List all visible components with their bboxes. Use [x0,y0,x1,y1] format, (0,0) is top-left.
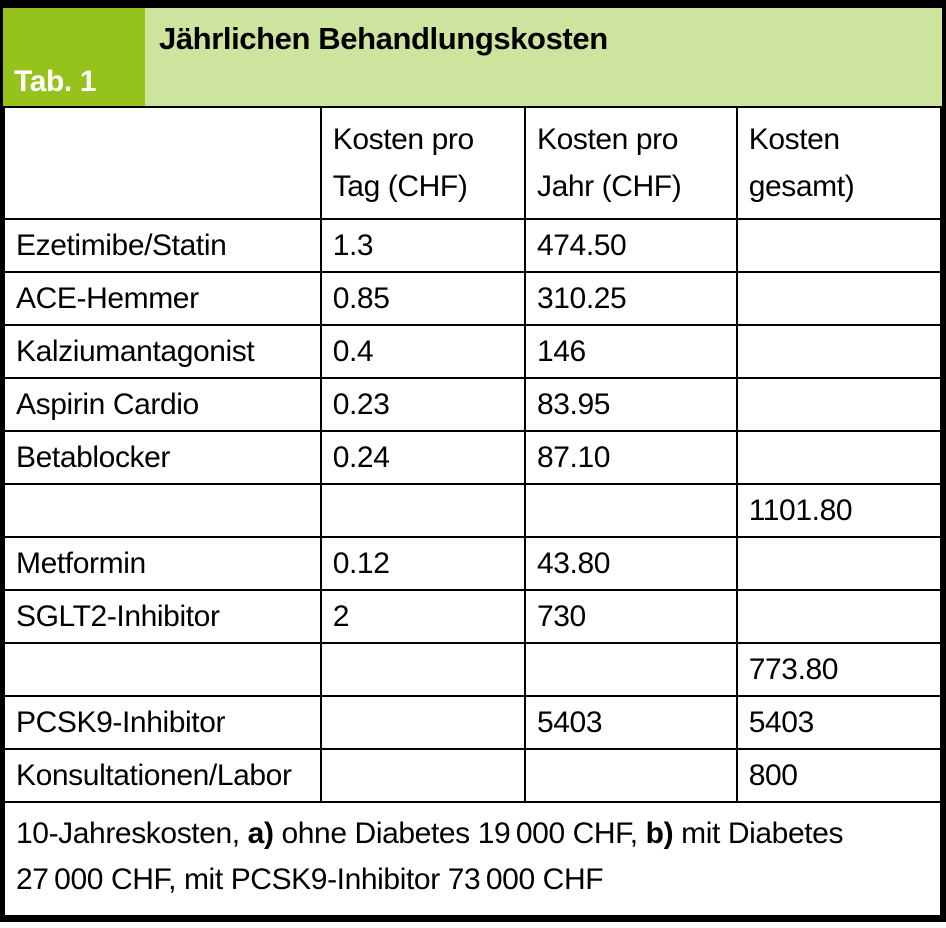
footnote-marker: b) [645,817,674,850]
table-row: 1101.80 [3,483,943,538]
footnote-text: 10-Jahreskosten, [16,817,248,850]
table-title: Jährlichen Behandlungskosten [159,21,608,56]
costs-table: Kosten pro Tag (CHF) Kosten pro Jahr (CH… [3,106,943,917]
cell-cost-total [735,218,943,273]
row-name: PCSK9-Inhibitor [3,695,322,750]
table-row: Ezetimibe/Statin 1.3 474.50 [3,218,943,273]
column-header-cost-per-year: Kosten pro Jahr (CHF) [523,106,738,220]
cell-cost-total [735,271,943,326]
cell-cost-total: 773.80 [735,642,943,697]
row-name: ACE-Hemmer [3,271,322,326]
cell-cost-per-year: 43.80 [523,536,738,591]
cell-cost-per-day: 2 [319,589,526,644]
table-header-band: Tab. 1 Jährlichen Behandlungskosten [3,8,942,106]
row-name: Aspirin Cardio [3,377,322,432]
cell-cost-total [735,430,943,485]
column-header-cost-per-day: Kosten pro Tag (CHF) [319,106,526,220]
cell-cost-per-year: 474.50 [523,218,738,273]
cell-cost-total [735,536,943,591]
footnote-text: mit Diabetes [673,817,844,850]
row-name [3,642,322,697]
row-name: SGLT2-Inhibitor [3,589,322,644]
cell-cost-per-day: 0.12 [319,536,526,591]
cell-cost-per-day: 0.4 [319,324,526,379]
table-row: Konsultationen/Labor 800 [3,748,943,803]
row-name [3,483,322,538]
cell-cost-total: 800 [735,748,943,803]
cell-cost-per-day: 1.3 [319,218,526,273]
cell-cost-per-day [319,483,526,538]
cell-cost-per-year: 5403 [523,695,738,750]
table-row: Kalziumantagonist 0.4 146 [3,324,943,379]
cell-cost-per-day: 0.23 [319,377,526,432]
cell-cost-total [735,324,943,379]
table-row: 773.80 [3,642,943,697]
row-name: Kalziumantagonist [3,324,322,379]
footnote-line: 27 000 CHF, mit PCSK9-Inhibitor 73 000 C… [16,857,929,903]
table-row: Metformin 0.12 43.80 [3,536,943,591]
cell-cost-per-day [319,642,526,697]
cell-cost-per-year: 310.25 [523,271,738,326]
footnote-text: ohne Diabetes 19 000 CHF, [273,817,646,850]
table-row: Aspirin Cardio 0.23 83.95 [3,377,943,432]
cell-cost-per-day [319,695,526,750]
column-header-row: Kosten pro Tag (CHF) Kosten pro Jahr (CH… [3,106,943,220]
cell-cost-per-year: 146 [523,324,738,379]
row-name: Ezetimibe/Statin [3,218,322,273]
cell-cost-per-year [523,642,738,697]
cell-cost-total: 1101.80 [735,483,943,538]
footnote-text: 27 000 CHF, mit PCSK9-Inhibitor 73 000 C… [16,863,604,896]
table-row: SGLT2-Inhibitor 2 730 [3,589,943,644]
row-name: Konsultationen/Labor [3,748,322,803]
cell-cost-total [735,589,943,644]
column-header-therapy [3,106,322,220]
table-row: PCSK9-Inhibitor 5403 5403 [3,695,943,750]
cell-cost-per-year: 730 [523,589,738,644]
cell-cost-per-year [523,483,738,538]
row-name: Metformin [3,536,322,591]
row-name: Betablocker [3,430,322,485]
cell-cost-per-year: 83.95 [523,377,738,432]
footnote-cell: 10-Jahreskosten, a) ohne Diabetes 19 000… [3,801,942,917]
footnote-marker: a) [247,817,274,850]
cell-cost-per-year: 87.10 [523,430,738,485]
column-header-cost-total: Kosten gesamt) [735,106,943,220]
table-number-badge: Tab. 1 [3,8,145,106]
cell-cost-per-day: 0.85 [319,271,526,326]
footnote-line: 10-Jahreskosten, a) ohne Diabetes 19 000… [16,811,929,857]
table-title-area: Jährlichen Behandlungskosten [145,8,942,106]
cell-cost-per-day: 0.24 [319,430,526,485]
cell-cost-per-year [523,748,738,803]
footnote-row: 10-Jahreskosten, a) ohne Diabetes 19 000… [3,801,942,917]
table-row: Betablocker 0.24 87.10 [3,430,943,485]
cell-cost-total: 5403 [735,695,943,750]
cell-cost-total [735,377,943,432]
table-body: Ezetimibe/Statin 1.3 474.50 ACE-Hemmer 0.85 3… [3,218,943,803]
table-row: ACE-Hemmer 0.85 310.25 [3,271,943,326]
cell-cost-per-day [319,748,526,803]
table-number-label: Tab. 1 [14,65,97,98]
